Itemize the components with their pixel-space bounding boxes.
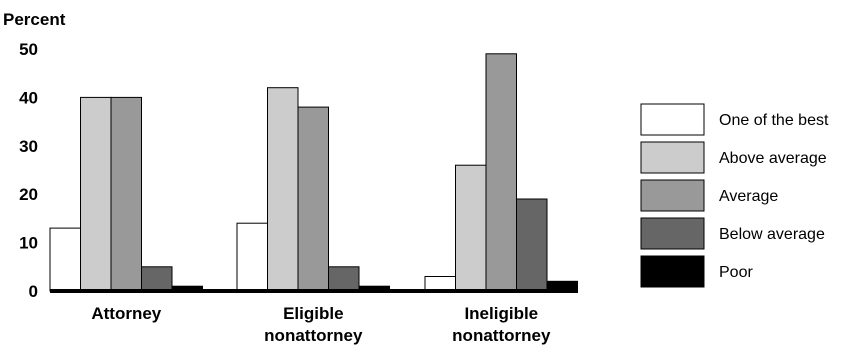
- y-axis-label: Percent: [3, 10, 66, 29]
- legend-swatch: [640, 179, 705, 212]
- bar: [49, 227, 81, 292]
- legend-swatch: [640, 217, 705, 250]
- y-tick-label: 50: [19, 40, 38, 59]
- bar: [141, 266, 173, 292]
- category-label: Ineligible: [464, 304, 538, 323]
- bars: [49, 53, 578, 292]
- legend-swatch: [640, 103, 705, 136]
- y-tick-label: 0: [29, 282, 38, 301]
- bar: [110, 96, 142, 292]
- y-tick-labels: 0 10 20 30 40 50: [19, 40, 38, 301]
- y-tick-label: 30: [19, 137, 38, 156]
- legend-swatch: [640, 141, 705, 174]
- category-label: nonattorney: [452, 326, 551, 345]
- category-label: Attorney: [91, 304, 161, 323]
- category-label: Eligible: [283, 304, 343, 323]
- bar: [455, 164, 487, 292]
- legend-label: Average: [719, 188, 778, 205]
- legend-label: One of the best: [719, 112, 829, 129]
- y-tick-label: 40: [19, 88, 38, 107]
- legend-swatch: [640, 255, 705, 288]
- legend-label: Below average: [719, 226, 825, 243]
- bar: [328, 266, 360, 292]
- bar: [267, 87, 299, 292]
- bar: [516, 198, 548, 292]
- legend: One of the best Above average Average Below…: [640, 103, 829, 288]
- legend-label: Poor: [719, 264, 753, 281]
- legend-label: Above average: [719, 150, 827, 167]
- category-labels: Attorney Eligible nonattorney Ineligible non…: [91, 304, 551, 345]
- bar: [424, 276, 456, 292]
- bar: [80, 96, 112, 292]
- y-tick-label: 20: [19, 185, 38, 204]
- bar: [297, 106, 329, 292]
- y-tick-label: 10: [19, 234, 38, 253]
- bar: [485, 53, 517, 292]
- bar: [236, 222, 268, 292]
- category-label: nonattorney: [264, 326, 363, 345]
